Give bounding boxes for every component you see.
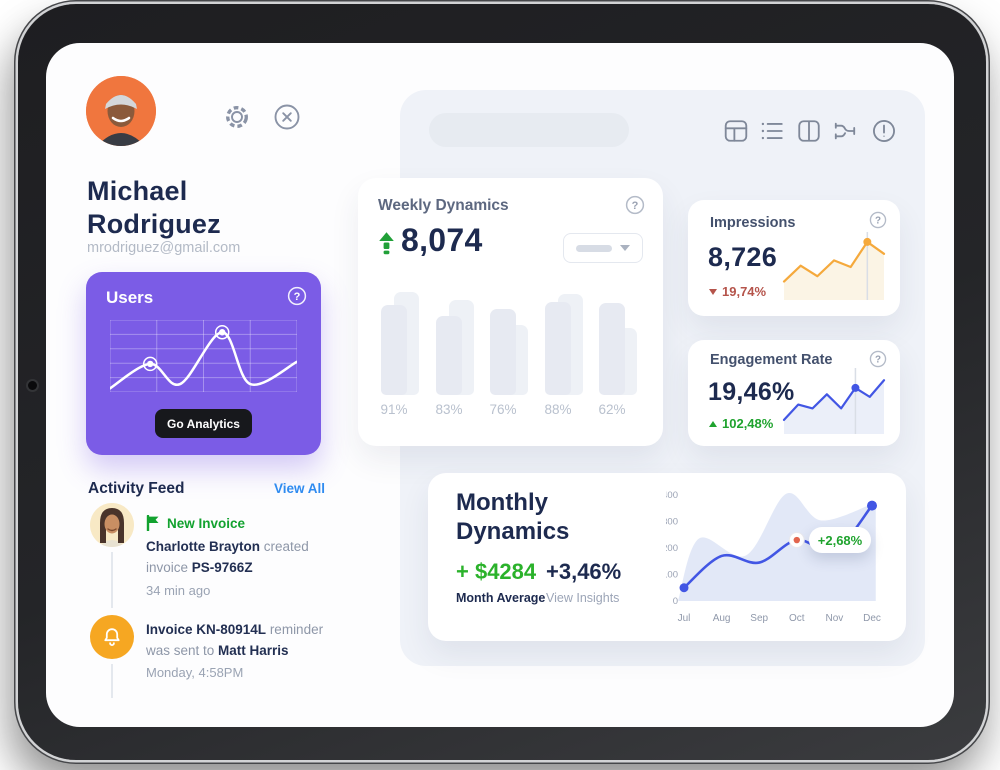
monthly-dynamics-card: Monthly Dynamics + $4284 Month Average +… xyxy=(428,473,906,641)
bar-label: 91% xyxy=(380,402,408,417)
help-icon[interactable]: ? xyxy=(625,195,645,215)
list-view-icon xyxy=(761,122,783,140)
svg-text:Sep: Sep xyxy=(750,613,768,624)
svg-text:400: 400 xyxy=(666,490,678,501)
alert-circle-icon xyxy=(873,120,895,142)
profile-email: mrodriguez@gmail.com xyxy=(87,240,241,256)
chart-tooltip: +2,68% xyxy=(809,527,871,553)
view-insights-link[interactable]: View Insights xyxy=(546,591,620,605)
split-view-button[interactable] xyxy=(796,118,822,144)
engagement-sparkline xyxy=(782,368,886,434)
view-all-link[interactable]: View All xyxy=(274,481,326,496)
bar-label: 76% xyxy=(489,402,517,417)
bar-label: 83% xyxy=(435,402,463,417)
flag-icon xyxy=(146,515,159,531)
avatar-illustration xyxy=(86,76,156,146)
svg-text:?: ? xyxy=(294,291,301,303)
bar-current xyxy=(490,309,516,395)
search-bar[interactable] xyxy=(429,113,629,147)
triangle-down-icon xyxy=(709,288,717,295)
users-card-title: Users xyxy=(106,288,154,307)
go-analytics-button[interactable]: Go Analytics xyxy=(155,409,252,438)
monthly-title: Monthly Dynamics xyxy=(456,489,570,545)
bar-current xyxy=(545,302,571,395)
activity-time: 34 min ago xyxy=(146,583,211,598)
engagement-card: Engagement Rate ? 19,46% 102,48% xyxy=(688,340,900,446)
users-card: Users ? Go Analytics xyxy=(86,272,321,455)
help-icon[interactable]: ? xyxy=(869,350,887,368)
bar-current xyxy=(381,305,407,395)
tablet-screen: Michael Rodriguez mrodriguez@gmail.com U… xyxy=(46,43,954,727)
svg-text:?: ? xyxy=(875,355,881,366)
weekly-bar-chart: 91% 83% 76% 88% 62% xyxy=(358,178,663,446)
weekly-title: Weekly Dynamics xyxy=(378,197,509,214)
table-view-button[interactable] xyxy=(723,118,749,144)
impressions-sparkline xyxy=(782,232,886,300)
activity-avatar xyxy=(90,503,134,547)
period-dropdown[interactable] xyxy=(563,233,643,263)
impressions-value: 8,726 xyxy=(708,242,778,272)
bar-label: 88% xyxy=(544,402,572,417)
svg-text:?: ? xyxy=(875,216,881,227)
impressions-card: Impressions ? 8,726 19,74% xyxy=(688,200,900,316)
svg-text:Oct: Oct xyxy=(789,613,805,624)
svg-text:Aug: Aug xyxy=(713,613,731,624)
svg-text:Jul: Jul xyxy=(678,613,691,624)
close-icon xyxy=(274,104,300,130)
engagement-change: 102,48% xyxy=(709,416,773,431)
help-icon[interactable]: ? xyxy=(287,286,307,306)
settings-button[interactable] xyxy=(222,102,252,132)
timeline-connector xyxy=(111,552,113,608)
flow-view-icon xyxy=(834,122,856,140)
bar-current xyxy=(436,316,462,395)
activity-badge: New Invoice xyxy=(167,515,246,531)
activity-time: Monday, 4:58PM xyxy=(146,665,244,680)
svg-text:0: 0 xyxy=(673,596,678,607)
gear-icon xyxy=(225,105,249,129)
profile-name: Michael Rodriguez xyxy=(87,176,221,239)
avatar[interactable] xyxy=(86,76,156,146)
activity-feed-title: Activity Feed xyxy=(88,480,185,497)
bell-icon xyxy=(104,628,120,646)
month-average-label: Month Average xyxy=(456,591,546,605)
month-average-value: + $4284 xyxy=(456,559,537,584)
weekly-dynamics-card: Weekly Dynamics ? 8,074 91% 83% 76% 88% 62% xyxy=(358,178,663,446)
bar-current xyxy=(599,303,625,395)
dropdown-placeholder-bar xyxy=(576,244,612,252)
activity-text: Charlotte Brayton created invoice PS-976… xyxy=(146,539,309,575)
triangle-up-icon xyxy=(709,420,717,427)
chevron-down-icon xyxy=(620,245,630,251)
table-view-icon xyxy=(724,120,748,142)
list-view-button[interactable] xyxy=(759,118,785,144)
bar-label: 62% xyxy=(598,402,626,417)
svg-text:Dec: Dec xyxy=(863,613,881,624)
reminder-avatar xyxy=(90,615,134,659)
svg-text:?: ? xyxy=(632,200,639,212)
svg-text:200: 200 xyxy=(666,543,678,554)
engagement-value: 19,46% xyxy=(708,378,795,406)
impressions-change: 19,74% xyxy=(709,284,766,299)
activity-badge-row: New Invoice xyxy=(146,515,245,531)
svg-text:300: 300 xyxy=(666,517,678,528)
split-view-icon xyxy=(798,120,820,142)
activity-text: Invoice KN-80914L reminder was sent to M… xyxy=(146,622,324,658)
help-icon[interactable]: ? xyxy=(869,211,887,229)
search-input[interactable] xyxy=(449,122,625,138)
close-button[interactable] xyxy=(272,102,302,132)
growth-value: +3,46% xyxy=(546,559,622,584)
svg-text:100: 100 xyxy=(666,570,678,581)
weekly-value: 8,074 xyxy=(401,222,483,258)
trend-up-arrow-icon xyxy=(379,232,394,255)
flow-view-button[interactable] xyxy=(832,118,858,144)
impressions-title: Impressions xyxy=(710,215,796,231)
users-line-chart xyxy=(110,320,297,392)
timeline-connector xyxy=(111,664,113,698)
svg-text:Nov: Nov xyxy=(826,613,844,624)
alerts-button[interactable] xyxy=(871,118,897,144)
front-camera xyxy=(28,381,37,390)
engagement-title: Engagement Rate xyxy=(710,352,833,368)
